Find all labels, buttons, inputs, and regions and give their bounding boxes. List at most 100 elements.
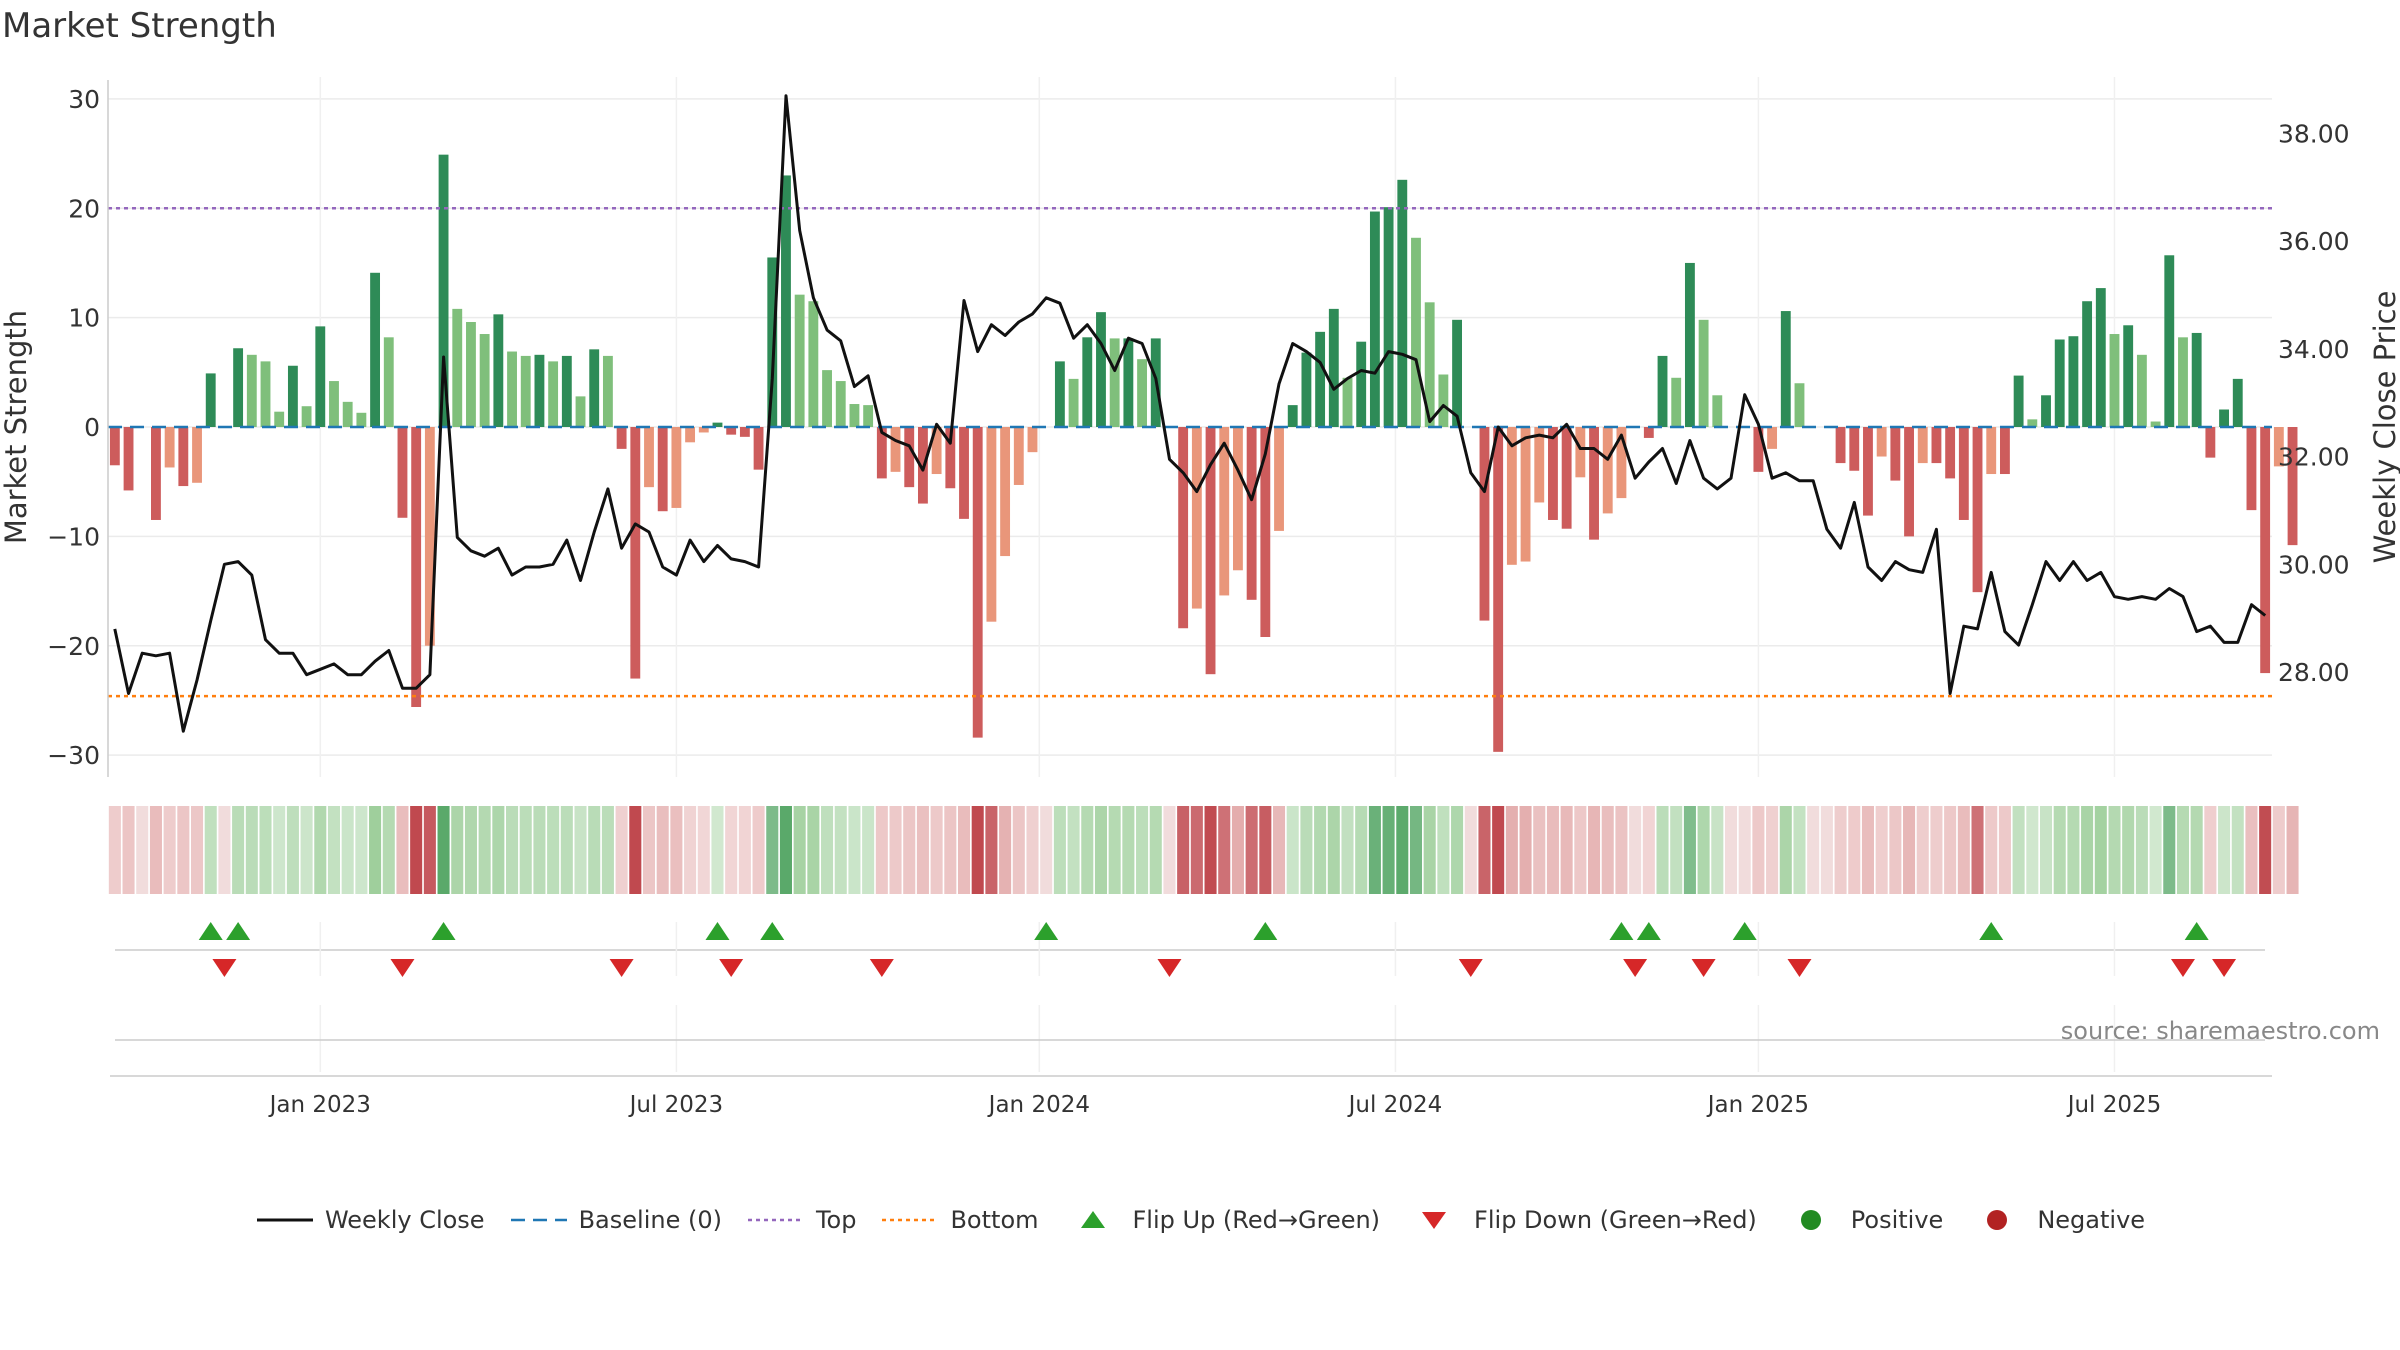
- heat-cell: [1396, 806, 1409, 894]
- strength-bar: [287, 365, 298, 427]
- strength-bar: [1589, 427, 1599, 540]
- strength-bar: [781, 175, 791, 427]
- strength-bar: [876, 427, 887, 479]
- flip-up-marker: [1034, 922, 1059, 940]
- heat-cell: [1738, 806, 1751, 894]
- strength-bar: [835, 381, 846, 427]
- strength-bar: [2082, 301, 2093, 427]
- y2-tick-label: 30.00: [2278, 550, 2350, 579]
- strength-bar: [1260, 427, 1271, 637]
- heat-cell: [1478, 806, 1491, 894]
- heat-cell: [1533, 806, 1546, 894]
- reference-lines: [108, 207, 2272, 698]
- heat-cell: [1766, 806, 1779, 894]
- strength-bar: [1013, 427, 1024, 485]
- strength-bar: [438, 154, 449, 427]
- strength-bar: [1452, 319, 1463, 427]
- strength-bar: [1890, 427, 1901, 481]
- heat-cell: [2231, 806, 2244, 894]
- heat-cell: [1300, 806, 1313, 894]
- heat-cell: [957, 806, 971, 894]
- heat-cell: [108, 806, 121, 894]
- heat-cell: [944, 806, 957, 894]
- heat-cell: [1793, 806, 1806, 894]
- heat-cell: [1998, 806, 2011, 894]
- strength-bar: [1328, 308, 1339, 427]
- heat-cell: [259, 806, 272, 894]
- legend-item-top: Top: [746, 1205, 857, 1235]
- y-tick-label: 10: [68, 304, 100, 333]
- strength-bar: [698, 427, 709, 433]
- heat-cell: [1149, 806, 1162, 894]
- strength-bar: [972, 427, 983, 738]
- heat-cell: [2272, 806, 2285, 894]
- weekly-close-line: [113, 94, 2267, 733]
- strength-bar: [1575, 427, 1586, 478]
- legend-symbol-flip_up: [1080, 1211, 1105, 1228]
- heat-cell: [1163, 806, 1176, 894]
- heat-cell: [437, 806, 450, 894]
- heat-cell: [1190, 806, 1203, 894]
- flip-up-marker: [760, 922, 785, 940]
- heat-cell: [711, 806, 724, 894]
- flip-down-marker: [719, 959, 744, 977]
- strength-bar: [1205, 427, 1216, 675]
- strength-bar: [726, 427, 737, 435]
- strength-bar: [2191, 332, 2202, 427]
- heat-cell: [2067, 806, 2080, 894]
- heat-cell: [396, 806, 409, 894]
- heat-cell: [1985, 806, 1998, 894]
- strength-bar: [2150, 421, 2161, 427]
- strength-bar: [2095, 288, 2106, 427]
- x-tick-label: Jan 2025: [1706, 1092, 1809, 1118]
- heat-cell: [1519, 806, 1532, 894]
- heat-cell: [1314, 806, 1327, 894]
- axes: 30 20 10 0 −10 −20 −30 38.00 36.00 34.00 32.00 30.0…: [0, 80, 2400, 777]
- strength-bar: [1548, 427, 1558, 520]
- heat-cell: [1259, 806, 1272, 894]
- legend-symbol-positive: [1800, 1210, 1821, 1230]
- y2-tick-label: 32.00: [2278, 443, 2350, 472]
- heat-cell: [2108, 806, 2121, 894]
- heat-cell: [218, 806, 231, 894]
- strength-bar: [329, 381, 339, 427]
- strength-bar: [1904, 427, 1914, 537]
- heat-cell: [1848, 806, 1861, 894]
- flip-down-marker: [2212, 959, 2237, 977]
- heat-cell: [2122, 806, 2135, 894]
- strength-bar: [2232, 378, 2243, 427]
- strength-bar: [1383, 207, 1394, 427]
- strength-bar: [685, 427, 696, 443]
- y-axis-title: Market Strength: [0, 310, 33, 544]
- heat-cell: [1957, 806, 1970, 894]
- strength-bar: [2123, 325, 2134, 427]
- x-tick-label: Jan 2024: [987, 1092, 1090, 1118]
- heat-cell: [1204, 806, 1217, 894]
- heat-cell: [149, 806, 162, 894]
- heat-cell: [1245, 806, 1258, 894]
- flip-down-marker: [609, 959, 634, 977]
- strength-bar: [356, 412, 367, 427]
- heat-cell: [2245, 806, 2258, 894]
- chart-title: Market Strength: [2, 6, 277, 46]
- y-tick-label: −10: [47, 522, 100, 551]
- heat-cell: [1642, 806, 1655, 894]
- heat-cell: [875, 806, 888, 894]
- strength-bar: [1643, 427, 1654, 438]
- legend-label-flip_down: Flip Down (Green→Red): [1474, 1206, 1757, 1234]
- strength-bar: [1534, 427, 1545, 503]
- heat-cell: [1451, 806, 1464, 894]
- strength-bar: [602, 355, 613, 427]
- heat-cell: [2149, 806, 2162, 894]
- heat-cell: [273, 806, 286, 894]
- strength-bar: [1863, 427, 1873, 516]
- heat-cell: [314, 806, 327, 894]
- legend-label-top: Top: [815, 1206, 857, 1234]
- heat-cell: [2259, 806, 2272, 894]
- legend-label-positive: Positive: [1850, 1206, 1944, 1234]
- heat-cell: [560, 806, 573, 894]
- heat-cell: [1601, 806, 1614, 894]
- heat-cell: [1067, 806, 1080, 894]
- strength-bar: [712, 422, 723, 427]
- strength-bar: [411, 427, 422, 707]
